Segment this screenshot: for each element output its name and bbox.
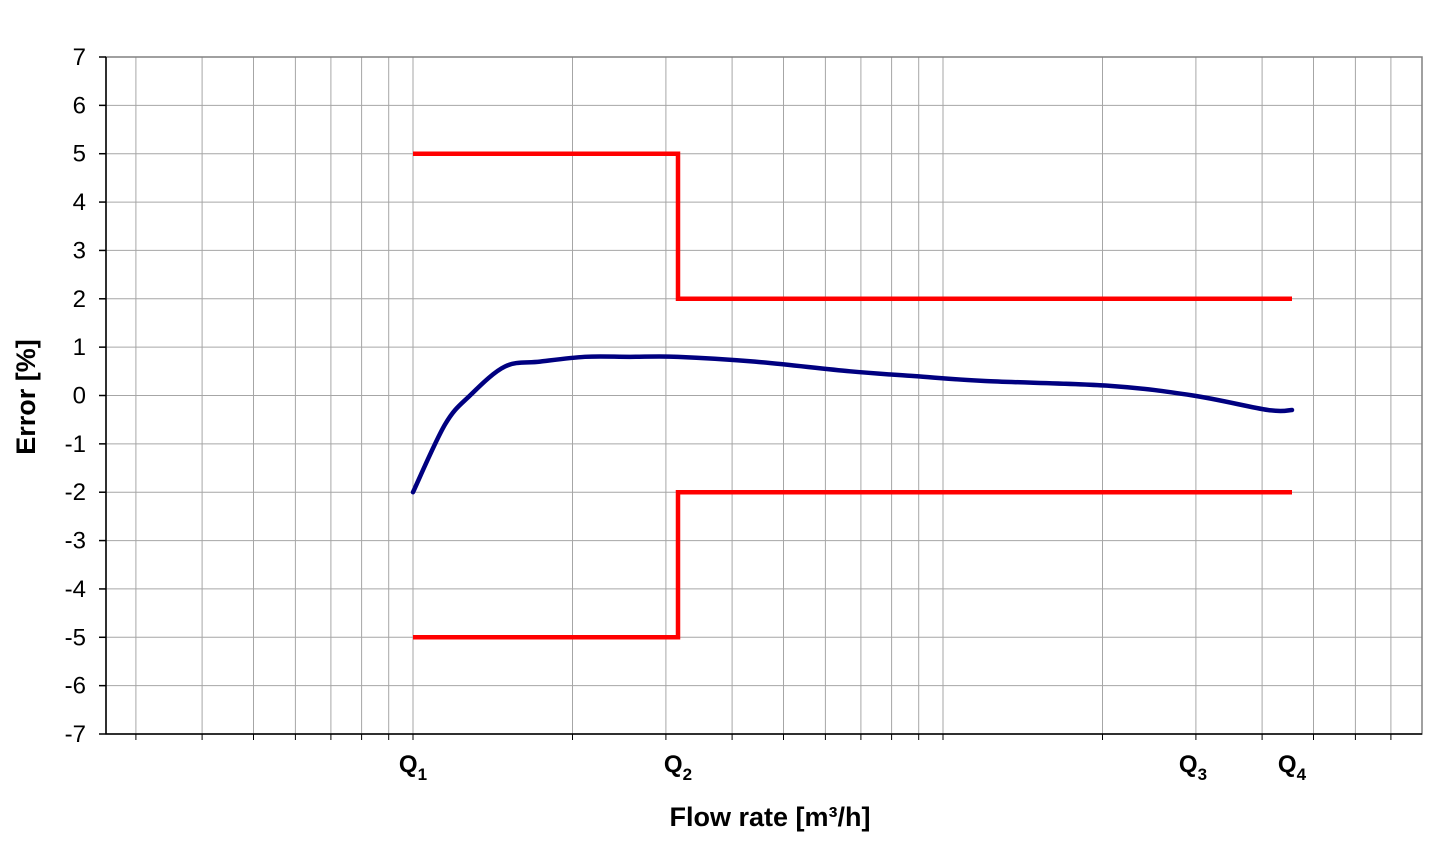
y-tick-label: -3 xyxy=(65,528,86,555)
x-axis-label: Flow rate [m³/h] xyxy=(670,802,871,832)
y-tick-label: 2 xyxy=(73,286,86,313)
series-group xyxy=(410,151,1295,640)
y-tick-label: -6 xyxy=(65,673,86,700)
y-tick-label: 5 xyxy=(73,141,86,168)
y-axis-label: Error [%] xyxy=(11,339,41,455)
y-tick-label: 4 xyxy=(73,189,86,216)
y-tick-label: 7 xyxy=(73,44,86,71)
x-tick-label: Q4 xyxy=(1278,751,1307,784)
grid xyxy=(106,56,1422,735)
x-tick-label: Q3 xyxy=(1179,751,1207,784)
y-tick-label: -5 xyxy=(65,624,86,651)
y-tick-label: -2 xyxy=(65,479,86,506)
y-tick-label: 0 xyxy=(73,383,86,410)
lower-limit-line xyxy=(413,489,1292,640)
upper-limit-line xyxy=(413,151,1292,302)
y-tick-labels: 7 6 5 4 3 2 1 0 -1 -2 -3 -4 -5 -6 -7 xyxy=(65,44,86,748)
axes xyxy=(99,56,1423,740)
y-tick-label: -4 xyxy=(65,576,86,603)
error-curve-line xyxy=(410,354,1295,495)
x-tick-label: Q2 xyxy=(664,751,692,784)
x-tick-labels: Q1 Q2 Q3 Q4 xyxy=(399,751,1307,784)
y-tick-label: 1 xyxy=(73,334,86,361)
y-tick-label: 3 xyxy=(73,237,86,264)
y-tick-label: -1 xyxy=(65,431,86,458)
x-tick-label: Q1 xyxy=(399,751,427,784)
y-tick-label: 6 xyxy=(73,92,86,119)
y-tick-label: -7 xyxy=(65,721,86,748)
